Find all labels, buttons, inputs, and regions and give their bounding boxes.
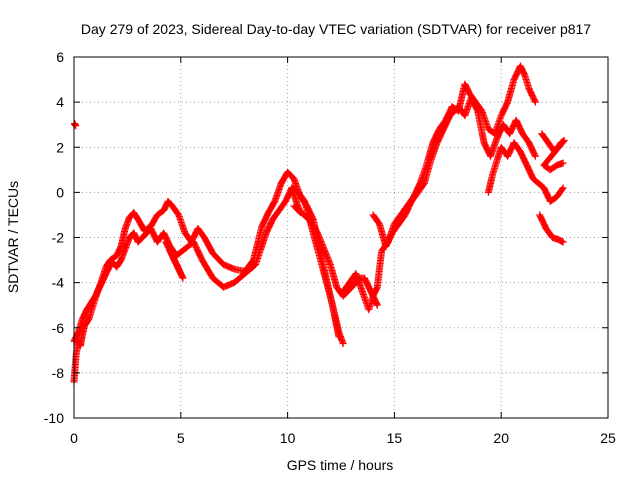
series-markers	[484, 139, 567, 205]
series-trace-f	[536, 211, 567, 246]
series-trace-i	[288, 184, 381, 309]
series-markers	[288, 184, 381, 309]
y-tick-label: -8	[52, 365, 65, 381]
x-tick-label: 20	[493, 430, 509, 446]
y-axis-title: SDTVAR / TECUs	[5, 181, 21, 293]
x-tick-label: 0	[70, 430, 78, 446]
x-tick-label: 5	[177, 430, 185, 446]
series-trace-g	[538, 130, 568, 174]
y-tick-label: -4	[52, 275, 65, 291]
chart-title: Day 279 of 2023, Sidereal Day-to-day VTE…	[81, 21, 591, 37]
y-tick-label: -6	[52, 320, 65, 336]
x-tick-label: 10	[280, 430, 296, 446]
x-axis-title: GPS time / hours	[287, 457, 394, 473]
series-markers	[70, 120, 80, 130]
y-tick-label: 2	[56, 139, 64, 155]
x-tick-label: 25	[600, 430, 616, 446]
series-markers	[70, 184, 347, 348]
series-markers	[536, 211, 567, 246]
series-trace-c	[339, 62, 539, 314]
series-trace-e	[484, 139, 567, 205]
series-markers	[162, 238, 187, 282]
series-isolated-start	[70, 120, 80, 130]
series-trace-h	[162, 238, 187, 282]
series-markers	[538, 130, 568, 174]
y-tick-label: -10	[44, 410, 64, 426]
x-tick-label: 15	[387, 430, 403, 446]
y-tick-label: 6	[56, 49, 64, 65]
series-markers	[369, 94, 539, 251]
series-trace-b	[70, 184, 347, 348]
y-tick-label: -2	[52, 230, 65, 246]
series-markers	[339, 62, 539, 314]
data-series	[70, 62, 568, 386]
y-tick-label: 4	[56, 94, 64, 110]
y-tick-label: 0	[56, 184, 64, 200]
series-trace-d	[369, 94, 539, 251]
